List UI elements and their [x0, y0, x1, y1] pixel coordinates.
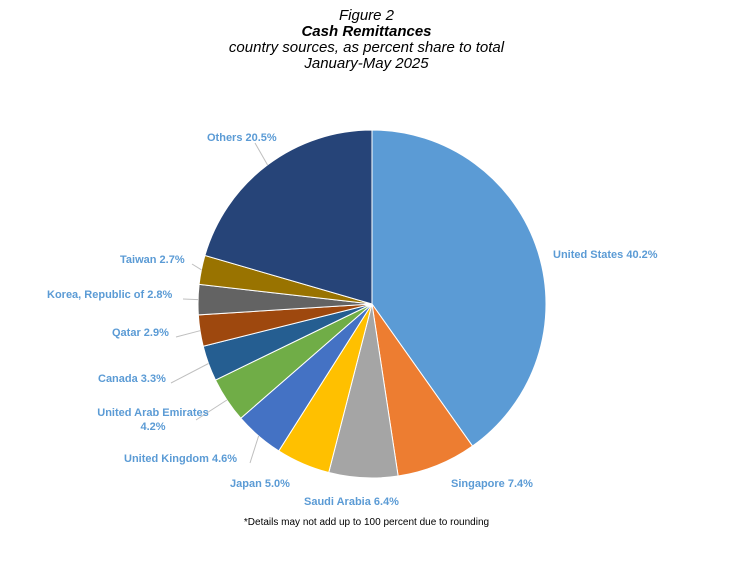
slice-label-korea-republic-of: Korea, Republic of 2.8%: [47, 289, 173, 301]
leader-line: [170, 363, 209, 384]
leader-line: [175, 330, 201, 338]
slice-label-qatar: Qatar 2.9%: [112, 327, 169, 339]
slice-label-united-kingdom: United Kingdom 4.6%: [124, 453, 237, 465]
slice-labels: United States 40.2% Singapore 7.4% Saudi A…: [47, 132, 658, 508]
slice-label-taiwan: Taiwan 2.7%: [120, 254, 185, 266]
leader-line: [249, 435, 260, 464]
slice-label-canada: Canada 3.3%: [98, 373, 166, 385]
figure-label: Figure 2: [338, 7, 395, 24]
leader-line: [195, 399, 228, 421]
slice-label-japan: Japan 5.0%: [230, 478, 290, 490]
slice-label-saudi-arabia: Saudi Arabia 6.4%: [304, 496, 399, 508]
leader-line: [254, 142, 268, 166]
slice-label-singapore: Singapore 7.4%: [451, 478, 533, 490]
slice-label-united-arab-emirates: United Arab Emirates 4.2%: [97, 407, 208, 433]
slice-label-united-states: United States 40.2%: [553, 249, 658, 261]
chart-period: January-May 2025: [304, 55, 429, 72]
footnote: *Details may not add up to 100 percent d…: [243, 517, 490, 528]
slice-label-others: Others 20.5%: [207, 132, 277, 144]
leader-line: [182, 298, 199, 301]
pie-slice-others: [204, 129, 373, 305]
pie-slice-united-states: [371, 129, 547, 447]
chart-title: Cash Remittances: [301, 23, 432, 40]
leader-line: [191, 263, 202, 271]
chart-subtitle: country sources, as percent share to tot…: [228, 39, 505, 56]
pie-slices: [197, 129, 547, 479]
leader-lines: [170, 142, 268, 464]
chart-header: Figure 2 Cash Remittances country source…: [0, 8, 733, 72]
